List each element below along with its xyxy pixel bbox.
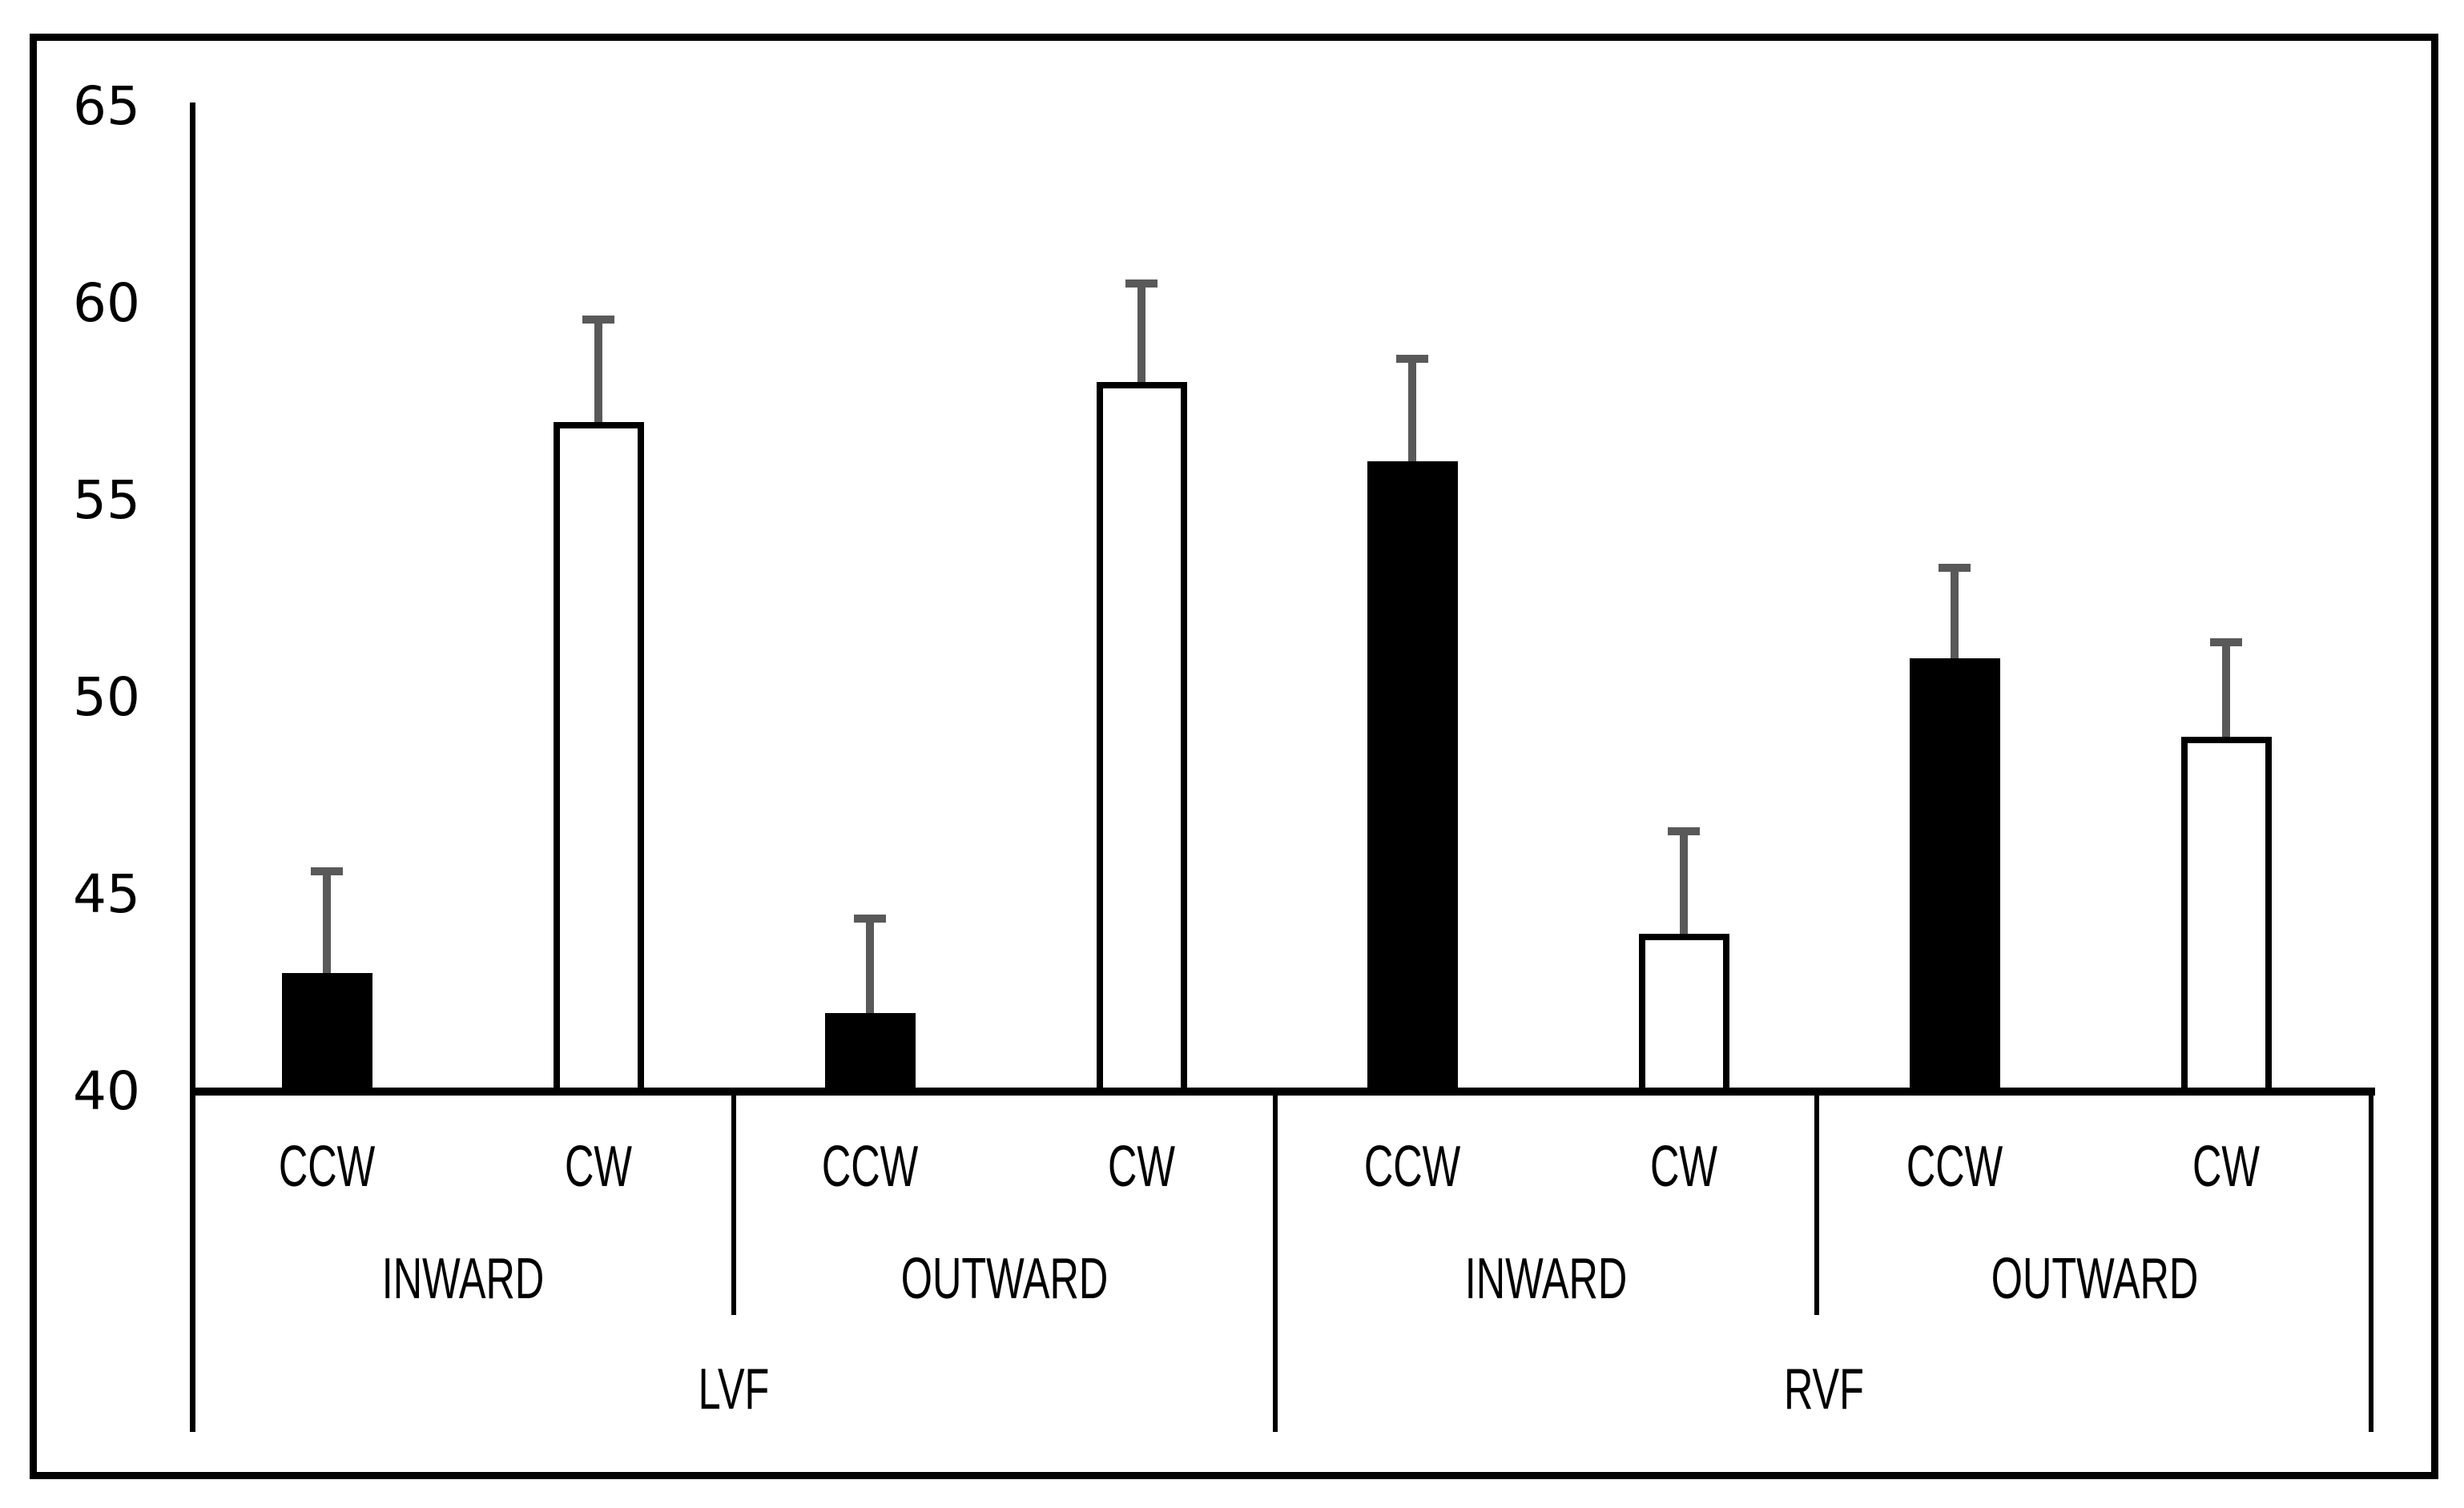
error-bar-cap-LVF-INWARD-CCW bbox=[311, 867, 343, 875]
visual-field-divider-line bbox=[1273, 1096, 1278, 1432]
rotation-label: CW bbox=[1108, 1135, 1175, 1199]
x-axis-baseline bbox=[190, 1088, 2375, 1096]
error-bar-stem-RVF-OUTWARD-CCW bbox=[1951, 564, 1959, 673]
error-bar-stem-RVF-OUTWARD-CW bbox=[2222, 638, 2230, 751]
direction-divider-line bbox=[1814, 1096, 1819, 1315]
direction-label: INWARD bbox=[1464, 1247, 1628, 1311]
figure-border bbox=[30, 34, 2438, 1479]
direction-label: OUTWARD bbox=[1991, 1247, 2199, 1311]
table-right-edge-line bbox=[2369, 1096, 2373, 1432]
rotation-label: CW bbox=[2192, 1135, 2260, 1199]
y-axis-tick-label: 50 bbox=[73, 666, 140, 728]
error-bar-cap-LVF-OUTWARD-CCW bbox=[854, 915, 886, 923]
error-bar-stem-RVF-INWARD-CCW bbox=[1408, 355, 1416, 476]
direction-label: INWARD bbox=[381, 1247, 545, 1311]
bar-LVF-INWARD-CW bbox=[554, 422, 644, 1096]
rotation-label: CCW bbox=[1363, 1135, 1461, 1199]
error-bar-stem-RVF-INWARD-CW bbox=[1680, 827, 1688, 948]
y-axis-tick-label: 40 bbox=[73, 1060, 140, 1122]
y-axis-tick-label: 45 bbox=[73, 863, 140, 925]
bar-LVF-OUTWARD-CW bbox=[1097, 382, 1187, 1096]
y-axis-tick-label: 55 bbox=[73, 469, 140, 531]
error-bar-cap-RVF-INWARD-CCW bbox=[1396, 355, 1428, 363]
bar-RVF-OUTWARD-CCW bbox=[1910, 658, 2000, 1096]
visual-field-label: RVF bbox=[1784, 1357, 1864, 1422]
bar-RVF-INWARD-CCW bbox=[1367, 461, 1458, 1096]
rotation-label: CW bbox=[1650, 1135, 1717, 1199]
rotation-label: CCW bbox=[1906, 1135, 2003, 1199]
direction-divider-line bbox=[731, 1096, 736, 1315]
error-bar-stem-LVF-INWARD-CW bbox=[594, 316, 602, 436]
rotation-label: CCW bbox=[821, 1135, 919, 1199]
error-bar-cap-LVF-INWARD-CW bbox=[582, 316, 614, 324]
error-bar-cap-RVF-OUTWARD-CCW bbox=[1939, 564, 1971, 572]
bar-LVF-OUTWARD-CCW bbox=[825, 1013, 916, 1096]
direction-label: OUTWARD bbox=[900, 1247, 1109, 1311]
error-bar-stem-LVF-OUTWARD-CW bbox=[1137, 279, 1145, 396]
error-bar-cap-LVF-OUTWARD-CW bbox=[1125, 279, 1158, 288]
rotation-label: CW bbox=[565, 1135, 632, 1199]
bar-LVF-INWARD-CCW bbox=[282, 973, 372, 1096]
error-bar-stem-LVF-INWARD-CCW bbox=[323, 867, 331, 987]
y-axis-tick-label: 60 bbox=[73, 272, 140, 334]
error-bar-cap-RVF-INWARD-CW bbox=[1668, 827, 1700, 835]
bar-RVF-OUTWARD-CW bbox=[2181, 737, 2272, 1096]
bar-RVF-INWARD-CW bbox=[1639, 934, 1729, 1096]
y-axis-line bbox=[190, 103, 195, 1432]
rotation-label: CCW bbox=[278, 1135, 376, 1199]
error-bar-stem-LVF-OUTWARD-CCW bbox=[866, 915, 874, 1027]
visual-field-label: LVF bbox=[698, 1357, 770, 1422]
error-bar-cap-RVF-OUTWARD-CW bbox=[2210, 638, 2242, 646]
y-axis-tick-label: 65 bbox=[73, 75, 140, 137]
